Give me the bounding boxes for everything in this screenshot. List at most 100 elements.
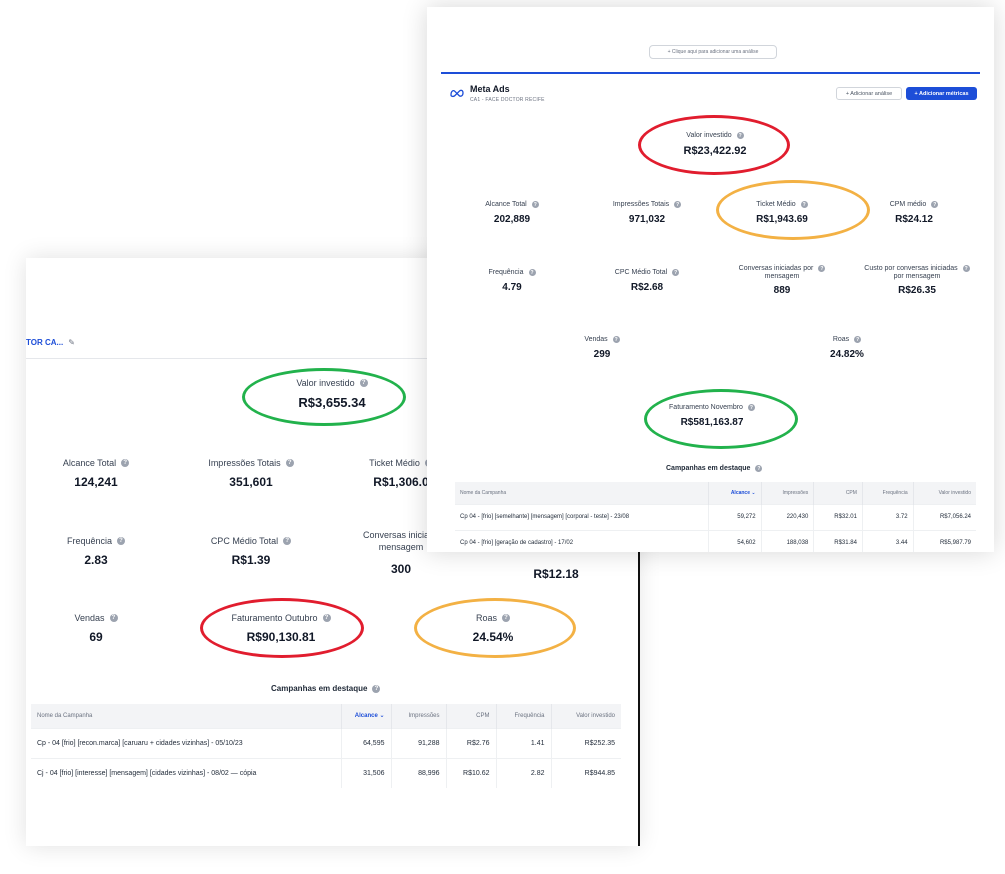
info-icon[interactable]: ? — [121, 459, 130, 467]
metric-label: Impressões Totais — [208, 458, 281, 468]
campaigns-title: Campanhas em destaque ? — [666, 465, 763, 472]
campaigns-table: Nome da Campanha Alcance ⌄ Impressões CP… — [455, 482, 976, 552]
metric-label: Conversas iniciadas por — [738, 265, 814, 272]
cell-nome: Cp - 04 [frio] [recon.marca] [caruaru + … — [31, 727, 341, 758]
info-icon[interactable]: ? — [818, 265, 826, 272]
info-icon[interactable]: ? — [854, 336, 862, 343]
col-header-impressoes[interactable]: Impressões — [760, 482, 814, 504]
metric-label-line2: mensagem — [378, 542, 424, 552]
metric-roas: Roas? 24.54% — [418, 613, 568, 644]
metric-faturamento-outubro: Faturamento Outubro? R$90,130.81 — [201, 613, 361, 644]
col-header-nome[interactable]: Nome da Campanha — [455, 482, 709, 504]
info-icon[interactable]: ? — [528, 269, 536, 276]
table-row[interactable]: Cp 04 - [frio] [geração de cadastro] - 1… — [455, 529, 976, 552]
info-icon[interactable]: ? — [502, 614, 510, 622]
cell-impressoes: 91,288 — [390, 727, 446, 758]
add-analysis-button[interactable]: + Adicionar análise — [836, 87, 902, 100]
cell-cpm: R$32.01 — [813, 503, 863, 530]
add-analysis-link[interactable]: + Clique aqui para adicionar uma análise — [649, 45, 777, 59]
cell-valor: R$5,987.79 — [912, 529, 976, 552]
metric-alcance-total: Alcance Total? 124,241 — [26, 458, 166, 489]
meta-logo — [450, 89, 464, 98]
info-icon[interactable]: ? — [117, 537, 126, 545]
col-header-valor[interactable]: Valor investido — [912, 482, 976, 504]
metric-value: R$1,306.0 — [373, 475, 429, 489]
metric-value: R$90,130.81 — [246, 630, 316, 644]
metric-conversas: Conversas iniciadas por? mensagem 889 — [717, 265, 847, 296]
cell-alcance: 31,506 — [340, 757, 391, 788]
metric-label-line2: mensagem — [764, 273, 800, 280]
col-header-valor[interactable]: Valor investido — [550, 704, 621, 728]
chevron-down-icon: ⌄ — [379, 713, 385, 720]
metric-label: Alcance Total — [485, 201, 527, 208]
info-icon[interactable]: ? — [109, 614, 118, 622]
metric-valor-investido: Valor investido? R$23,422.92 — [640, 132, 790, 157]
metric-label: Custo por conversas iniciadas — [864, 265, 958, 272]
col-header-nome[interactable]: Nome da Campanha — [31, 704, 341, 728]
header-divider — [26, 358, 638, 359]
metric-value: R$26.35 — [898, 285, 936, 296]
info-icon[interactable]: ? — [962, 265, 970, 272]
metric-value: 889 — [773, 285, 791, 296]
add-metrics-button[interactable]: + Adicionar métricas — [906, 87, 977, 100]
col-header-frequencia[interactable]: Frequência — [861, 482, 914, 504]
cell-frequencia: 3.72 — [861, 503, 914, 530]
info-icon[interactable]: ? — [531, 201, 539, 208]
info-icon[interactable]: ? — [612, 336, 620, 343]
metric-label: Impressões Totais — [612, 201, 670, 208]
info-icon[interactable]: ? — [359, 379, 368, 387]
metric-cpc-medio-total: CPC Médio Total? R$2.68 — [587, 269, 707, 293]
metric-value: 971,032 — [628, 214, 666, 225]
info-icon[interactable]: ? — [755, 465, 763, 472]
col-header-alcance[interactable]: Alcance ⌄ — [340, 704, 391, 728]
info-icon[interactable]: ? — [285, 459, 294, 467]
col-header-cpm[interactable]: CPM — [813, 482, 863, 504]
cell-nome: Cp 04 - [frio] [semelhante] [mensagem] [… — [455, 503, 709, 530]
table-row[interactable]: Cj - 04 [frio] [interesse] [mensagem] [c… — [31, 757, 621, 788]
metric-label: Alcance Total — [62, 458, 117, 468]
metric-alcance-total: Alcance Total? 202,889 — [457, 201, 567, 225]
col-header-cpm[interactable]: CPM — [445, 704, 496, 728]
metric-label: Ticket Médio — [756, 201, 796, 208]
metric-label-line2: por mensagem — [893, 273, 941, 280]
col-header-alcance[interactable]: Alcance ⌄ — [707, 482, 762, 504]
metric-value: R$12.18 — [533, 567, 579, 581]
metric-frequencia: Frequência? 4.79 — [457, 269, 567, 293]
info-icon[interactable]: ? — [800, 201, 808, 208]
col-header-impressoes[interactable]: Impressões — [390, 704, 446, 728]
metric-frequencia: Frequência? 2.83 — [26, 536, 166, 567]
cell-alcance: 54,602 — [707, 529, 762, 552]
info-icon[interactable]: ? — [372, 684, 381, 693]
info-icon[interactable]: ? — [283, 537, 292, 545]
metric-value: 24.54% — [472, 630, 514, 644]
metric-cpm-medio: CPM médio? R$24.12 — [859, 201, 969, 225]
col-header-frequencia[interactable]: Frequência — [495, 704, 551, 728]
metric-value: 24.82% — [830, 349, 864, 360]
metric-custo-conversas: Custo por conversas iniciadas? por mensa… — [852, 265, 982, 296]
table-row[interactable]: Cp - 04 [frio] [recon.marca] [caruaru + … — [31, 727, 621, 758]
divider-line — [638, 552, 640, 846]
info-icon[interactable]: ? — [747, 404, 755, 411]
info-icon[interactable]: ? — [736, 132, 744, 139]
col-header-alcance-label: Alcance — [730, 489, 750, 496]
brand-title: Meta Ads — [470, 84, 510, 94]
metric-value: R$1.39 — [231, 553, 271, 567]
info-icon[interactable]: ? — [322, 614, 331, 622]
pencil-icon[interactable]: ✎ — [68, 338, 75, 347]
cell-frequencia: 2.82 — [495, 757, 551, 788]
cell-alcance: 59,272 — [707, 503, 762, 530]
cell-valor: R$944.85 — [550, 757, 621, 788]
metric-custo-conversas: R$12.18 — [526, 560, 586, 581]
metric-label: CPM médio — [889, 201, 927, 208]
cell-impressoes: 220,430 — [760, 503, 814, 530]
account-link[interactable]: TOR CA... ✎ — [26, 338, 75, 347]
metric-value: 300 — [390, 562, 412, 576]
metric-value: R$3,655.34 — [298, 395, 366, 410]
info-icon[interactable]: ? — [931, 201, 939, 208]
metric-label: Roas — [475, 613, 497, 623]
metric-value: 2.83 — [84, 553, 108, 567]
info-icon[interactable]: ? — [672, 269, 680, 276]
info-icon[interactable]: ? — [674, 201, 682, 208]
table-header-row: Nome da Campanha Alcance ⌄ Impressões CP… — [455, 482, 976, 504]
table-row[interactable]: Cp 04 - [frio] [semelhante] [mensagem] [… — [455, 503, 976, 530]
